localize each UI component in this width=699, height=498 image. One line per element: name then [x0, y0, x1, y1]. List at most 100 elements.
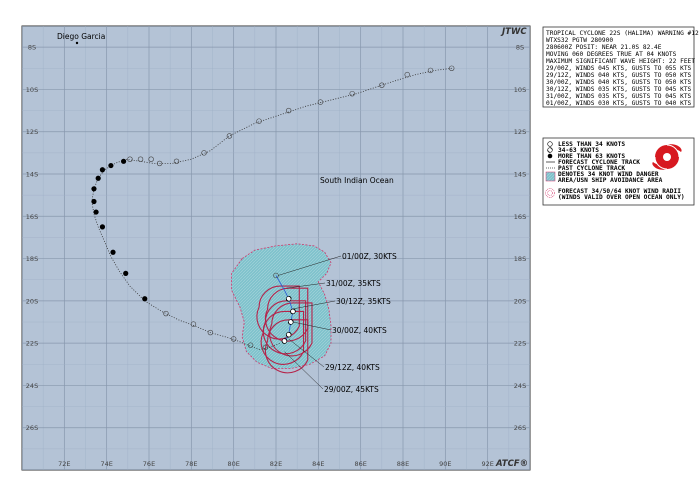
lat-tick-label: 20S [514, 297, 526, 305]
lon-tick-label: 82E [270, 460, 282, 468]
track-point-gt63 [108, 162, 114, 169]
wind-radii [256, 285, 313, 374]
legend-radii-icon [545, 188, 555, 198]
track-point-lt34 [256, 118, 262, 124]
warning-lines: TROPICAL CYCLONE 22S (HALIMA) WARNING #1… [546, 30, 699, 107]
wind-radius-outline [264, 287, 309, 342]
warning-line: 29/00Z, WINDS 045 KTS, GUSTS TO 055 KTS [546, 65, 692, 72]
lat-tick-label: 14S [26, 171, 38, 179]
lat-tick-label: 16S [514, 213, 526, 221]
lon-tick-label: 90E [439, 460, 451, 468]
warning-line: 29/12Z, WINDS 040 KTS, GUSTS TO 050 KTS [546, 72, 692, 79]
forecast-label: 29/00Z, 45KTS [324, 385, 379, 394]
legend-item-label: FORECAST CYCLONE TRACK [558, 159, 640, 166]
forecast-leader-line [290, 300, 336, 310]
forecast-label: 29/12Z, 40KTS [325, 363, 380, 372]
forecast-track-points [273, 272, 296, 344]
track-point-gt63 [95, 175, 101, 181]
lat-tick-label: 26S [514, 424, 526, 432]
forecast-leader-line [288, 338, 325, 368]
track-point-lt34 [286, 107, 292, 114]
agency-label: JTWC [500, 27, 527, 37]
legend-lt34-icon [547, 141, 553, 147]
warning-line: MAXIMUM SIGNIFICANT WAVE HEIGHT: 22 FEET [546, 58, 695, 65]
past-track-line [91, 67, 452, 350]
track-point-gt63 [93, 209, 99, 215]
track-point-lt34 [207, 329, 214, 336]
lat-tick-label: 14S [514, 171, 526, 179]
wind-radius-outline [264, 319, 309, 374]
track-point-lt34 [247, 342, 254, 348]
track-point-34to63 [285, 331, 292, 338]
lat-tick-label: 18S [514, 255, 526, 263]
track-point-lt34 [156, 160, 163, 167]
lon-tick-label: 80E [227, 460, 239, 468]
lon-tick-label: 92E [481, 460, 493, 468]
track-point-lt34 [163, 310, 169, 317]
track-point-gt63 [142, 296, 148, 302]
lon-tick-label: 74E [100, 460, 112, 468]
forecast-label: 31/00Z, 35KTS [326, 279, 381, 288]
legend-gt63-icon [547, 153, 553, 159]
lat-tick-label: 22S [26, 340, 38, 348]
warning-line: 30/00Z, WINDS 040 KTS, GUSTS TO 050 KTS [546, 79, 692, 86]
forecast-label: 01/00Z, 30KTS [342, 252, 397, 261]
track-point-lt34 [226, 133, 233, 139]
footer-label: ATCF® [495, 459, 528, 469]
track-point-lt34 [148, 156, 154, 162]
track-point-34to63 [281, 338, 288, 344]
station-marker [75, 41, 79, 45]
track-point-lt34 [262, 344, 269, 351]
lat-tick-label: 16S [26, 213, 38, 221]
lon-tick-label: 78E [185, 460, 197, 468]
forecast-labels: 01/00Z, 30KTS 31/00Z, 35KTS 30/12Z, 35KTS 3… [278, 252, 397, 394]
warning-line: 01/00Z, WINDS 030 KTS, GUSTS TO 040 KTS [546, 100, 692, 107]
track-point-lt34 [427, 67, 434, 74]
legend-item-label: MORE THAN 63 KNOTS [558, 153, 625, 160]
lat-tick-label: 10S [514, 86, 526, 94]
warning-line: 31/00Z, WINDS 035 KTS, GUSTS TO 045 KTS [546, 93, 692, 100]
lon-tick-label: 72E [58, 460, 70, 468]
track-point-34to63 [285, 295, 292, 302]
lat-tick-label: 24S [26, 382, 38, 390]
legend-item-label: DENOTES 34 KNOT WIND DANGER [558, 171, 659, 178]
track-point-lt34 [173, 158, 180, 165]
lat-tick-label: 26S [26, 424, 38, 432]
wind-radius-outline [260, 310, 305, 365]
track-point-gt63 [91, 186, 97, 192]
track-point-gt63 [91, 198, 97, 205]
track-point-lt34 [190, 321, 197, 327]
track-point-lt34 [317, 99, 324, 105]
lat-tick-label: 18S [26, 255, 38, 263]
lat-tick-label: 24S [514, 382, 526, 390]
legend-danger-icon [545, 171, 556, 182]
warning-line: MOVING 060 DEGREES TRUE AT 04 KNOTS [546, 51, 677, 58]
track-point-lt34 [127, 156, 133, 162]
legend-34to63-icon [547, 147, 553, 153]
track-point-gt63 [123, 270, 129, 276]
forecast-leader-line [284, 351, 324, 390]
forecast-label: 30/12Z, 35KTS [336, 297, 391, 306]
track-point-lt34 [448, 65, 455, 71]
lat-tick-label: 12S [514, 128, 526, 136]
lon-tick-label: 84E [312, 460, 324, 468]
track-point-lt34 [137, 156, 144, 162]
lat-tick-label: 20S [26, 297, 38, 305]
lat-tick-label: 8S [516, 44, 524, 52]
forecast-leader-line [286, 282, 326, 289]
track-point-34to63 [287, 319, 294, 325]
legend-item-label: FORECAST 34/50/64 KNOT WIND RADII [558, 188, 681, 195]
legend-item-label: LESS THAN 34 KNOTS [558, 141, 625, 148]
legend-item-label: AREA/USN SHIP AVOIDANCE AREA [558, 177, 663, 184]
track-point-gt63 [110, 249, 116, 255]
track-point-lt34 [230, 336, 237, 342]
station-label: Diego Garcia [57, 32, 105, 41]
warning-box: TROPICAL CYCLONE 22S (HALIMA) WARNING #1… [542, 26, 699, 108]
track-point-gt63 [121, 158, 127, 164]
wind-radius-outline [262, 300, 307, 355]
legend-item-label: (WINDS VALID OVER OPEN OCEAN ONLY) [558, 194, 685, 201]
warning-line: TROPICAL CYCLONE 22S (HALIMA) WARNING #1… [546, 30, 699, 37]
